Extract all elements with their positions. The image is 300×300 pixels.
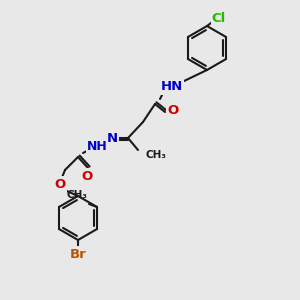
Text: O: O — [54, 178, 66, 190]
Text: O: O — [81, 169, 93, 182]
Text: CH₃: CH₃ — [67, 190, 88, 200]
Text: Cl: Cl — [212, 11, 226, 25]
Text: NH: NH — [87, 140, 107, 154]
Text: CH₃: CH₃ — [146, 150, 167, 160]
Text: O: O — [167, 103, 178, 116]
Text: Br: Br — [70, 248, 86, 260]
Text: HN: HN — [161, 80, 183, 94]
Text: N: N — [106, 131, 118, 145]
